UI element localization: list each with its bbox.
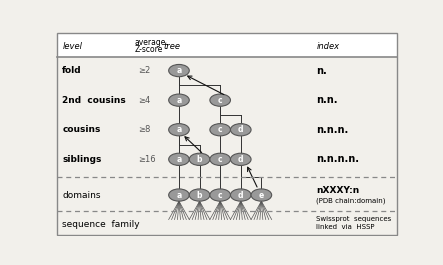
Circle shape bbox=[230, 153, 251, 165]
Text: (PDB chain:domain): (PDB chain:domain) bbox=[316, 198, 386, 204]
Circle shape bbox=[169, 64, 189, 77]
Text: ≥4: ≥4 bbox=[138, 96, 150, 105]
Text: cousins: cousins bbox=[62, 125, 101, 134]
Circle shape bbox=[230, 189, 251, 201]
Text: c: c bbox=[218, 155, 222, 164]
Circle shape bbox=[210, 153, 230, 165]
Text: c: c bbox=[218, 125, 222, 134]
Text: ≥16: ≥16 bbox=[138, 155, 155, 164]
Text: siblings: siblings bbox=[62, 155, 101, 164]
Text: d: d bbox=[238, 191, 244, 200]
Circle shape bbox=[169, 189, 189, 201]
Circle shape bbox=[210, 94, 230, 106]
Circle shape bbox=[210, 123, 230, 136]
Text: a: a bbox=[176, 96, 182, 105]
Text: a: a bbox=[176, 155, 182, 164]
Text: level: level bbox=[62, 42, 82, 51]
Text: e: e bbox=[259, 191, 264, 200]
Text: ≥2: ≥2 bbox=[138, 66, 150, 75]
Text: 2nd  cousins: 2nd cousins bbox=[62, 96, 126, 105]
Text: linked  via  HSSP: linked via HSSP bbox=[316, 224, 375, 230]
Circle shape bbox=[210, 189, 230, 201]
Text: nXXXY:n: nXXXY:n bbox=[316, 187, 360, 196]
Circle shape bbox=[169, 123, 189, 136]
Text: fold: fold bbox=[62, 66, 82, 75]
Text: sequence  family: sequence family bbox=[62, 220, 140, 229]
Text: index: index bbox=[316, 42, 339, 51]
Text: d: d bbox=[238, 125, 244, 134]
Circle shape bbox=[169, 94, 189, 106]
Text: domains: domains bbox=[62, 191, 101, 200]
Text: n.: n. bbox=[316, 65, 327, 76]
Text: c: c bbox=[218, 191, 222, 200]
Text: n.n.n.n.: n.n.n.n. bbox=[316, 154, 359, 164]
Text: ≥8: ≥8 bbox=[138, 125, 150, 134]
Text: c: c bbox=[218, 96, 222, 105]
Text: n.n.: n.n. bbox=[316, 95, 338, 105]
Text: b: b bbox=[197, 191, 202, 200]
Circle shape bbox=[230, 123, 251, 136]
Circle shape bbox=[189, 153, 210, 165]
Text: a: a bbox=[176, 66, 182, 75]
Text: a: a bbox=[176, 191, 182, 200]
Text: Swissprot  sequences: Swissprot sequences bbox=[316, 215, 392, 222]
Circle shape bbox=[251, 189, 272, 201]
Text: average: average bbox=[134, 38, 166, 46]
Circle shape bbox=[189, 189, 210, 201]
Text: d: d bbox=[238, 155, 244, 164]
Text: b: b bbox=[197, 155, 202, 164]
Text: tree: tree bbox=[163, 42, 180, 51]
Text: Z-score: Z-score bbox=[134, 45, 163, 54]
Text: n.n.n.: n.n.n. bbox=[316, 125, 349, 135]
Circle shape bbox=[169, 153, 189, 165]
Bar bbox=[57, 33, 397, 57]
Text: a: a bbox=[176, 125, 182, 134]
